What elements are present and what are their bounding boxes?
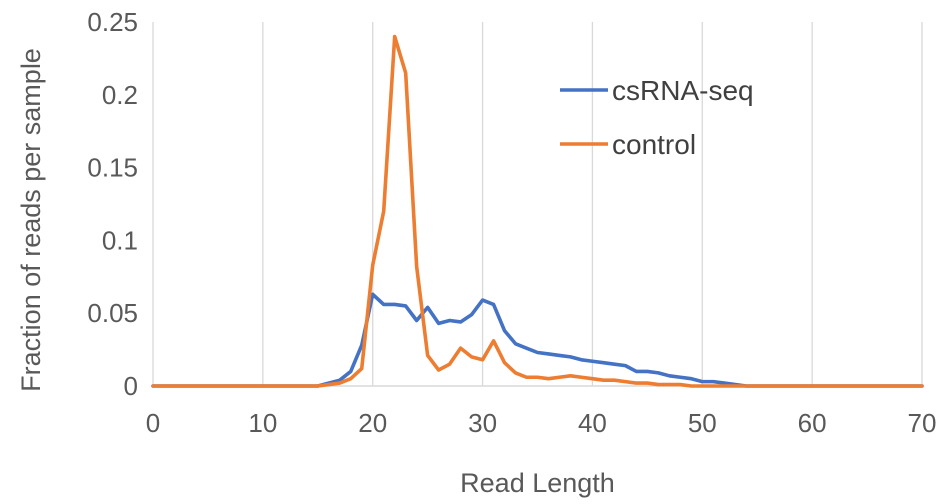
x-tick-label: 40: [578, 408, 607, 438]
legend: csRNA-seq control: [560, 75, 754, 160]
y-tick-label: 0: [124, 371, 138, 401]
x-tick-label: 70: [908, 408, 937, 438]
x-tick-label: 60: [798, 408, 827, 438]
x-tick-label: 0: [146, 408, 160, 438]
series-line-csrna-seq: [151, 292, 924, 388]
y-tick-label: 0.1: [102, 225, 138, 255]
x-tick-label: 10: [248, 408, 277, 438]
gridlines: [152, 22, 923, 386]
y-tick-label: 0.15: [87, 153, 138, 183]
x-tick-label: 30: [468, 408, 497, 438]
x-tick-label: 50: [688, 408, 717, 438]
x-axis-title: Read Length: [460, 468, 615, 498]
legend-label: csRNA-seq: [612, 75, 754, 106]
legend-label: control: [612, 129, 696, 160]
y-tick-label: 0.05: [87, 298, 138, 328]
y-axis-title: Fraction of reads per sample: [16, 48, 46, 392]
x-tick-label: 20: [358, 408, 387, 438]
y-tick-label: 0.25: [87, 7, 138, 37]
series-layer: [151, 34, 924, 388]
y-tick-labels: 0 0.05 0.1 0.15 0.2 0.25: [87, 7, 138, 401]
y-tick-label: 0.2: [102, 80, 138, 110]
series-line-control: [151, 34, 924, 388]
x-tick-labels: 0 10 20 30 40 50 60 70: [146, 408, 937, 438]
